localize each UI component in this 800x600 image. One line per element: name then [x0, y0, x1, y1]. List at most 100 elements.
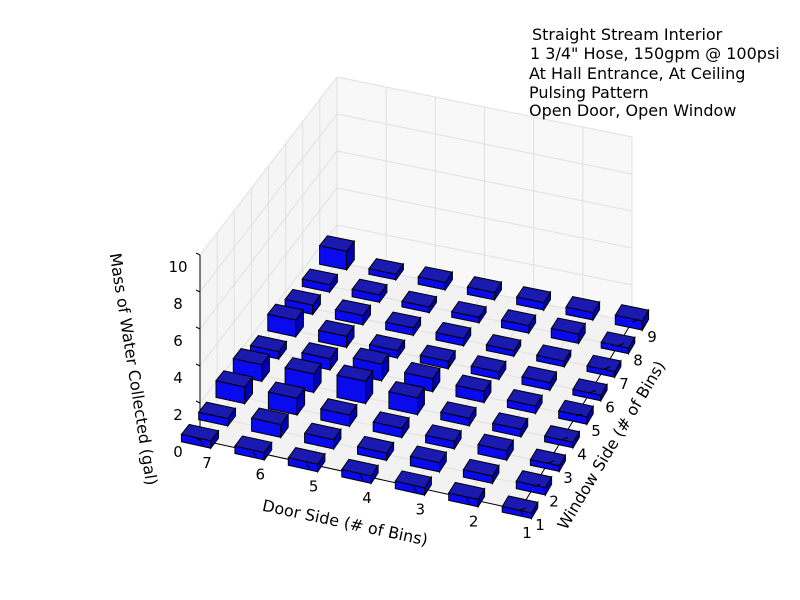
bar	[470, 355, 507, 382]
z-tick-label: 10	[168, 258, 187, 276]
y-tick-label: 2	[549, 493, 559, 511]
bar-top-face	[477, 433, 515, 452]
gridline	[336, 187, 633, 249]
bar-top-face	[303, 422, 342, 441]
bar	[450, 300, 487, 325]
bar	[249, 335, 288, 361]
z-axis-label: Mass of Water Collected (gal)	[106, 252, 162, 487]
bar-top-face	[600, 331, 636, 349]
gridline	[199, 113, 338, 293]
annotation-line-2: 1 3/4" Hose, 150gpm @ 100psi	[530, 44, 780, 63]
bar-top-face	[266, 303, 305, 321]
bar-top-face	[535, 344, 572, 362]
bar	[543, 425, 581, 450]
bar-top-face	[352, 347, 390, 365]
bar-top-face	[485, 334, 522, 352]
gridline	[199, 187, 338, 367]
bar	[491, 412, 529, 439]
y-tick-label: 8	[633, 352, 643, 370]
tick-mark	[195, 326, 201, 330]
bar	[485, 334, 522, 358]
bar-top-face	[401, 290, 438, 308]
bar	[318, 235, 356, 272]
bar	[319, 398, 358, 428]
bar	[521, 365, 558, 392]
bar-top-face	[403, 361, 441, 380]
bar-top-face	[249, 335, 288, 353]
x-tick-label: 7	[202, 454, 212, 472]
tick-mark	[359, 474, 364, 481]
bar-top-face	[409, 445, 448, 464]
annotation-line-4: Pulsing Pattern	[529, 83, 649, 102]
bar	[600, 331, 636, 356]
bar-top-face	[284, 357, 322, 375]
y-tick-label: 6	[605, 399, 615, 417]
tick-mark	[195, 363, 201, 367]
bar-top-face	[368, 258, 405, 275]
tick-mark	[519, 509, 524, 516]
bar	[401, 290, 438, 315]
z-tick-label: 0	[173, 443, 183, 461]
bar-top-face	[572, 378, 608, 396]
y-tick-label: 1	[535, 516, 545, 534]
bar-top-face	[319, 398, 358, 416]
bars	[180, 235, 650, 521]
z-tick-label: 4	[173, 369, 183, 387]
bar-top-face	[197, 401, 237, 420]
bar	[501, 495, 539, 521]
tick-mark	[466, 498, 471, 504]
bar	[197, 401, 237, 428]
bar-top-face	[250, 407, 290, 426]
bar	[340, 458, 379, 486]
bar-top-face	[521, 365, 558, 384]
x-tick-label: 1	[522, 524, 532, 542]
bar	[550, 317, 587, 346]
bar	[419, 344, 457, 371]
tick-mark	[195, 437, 201, 441]
gridline	[199, 150, 338, 330]
tick-mark	[631, 319, 639, 323]
bar-top-face	[284, 288, 322, 306]
gridline	[336, 224, 633, 286]
tick-mark	[533, 484, 541, 487]
tick-mark	[561, 437, 569, 440]
bar	[565, 296, 601, 322]
bar	[586, 354, 622, 380]
tick-mark	[195, 252, 201, 256]
y-tick-label: 5	[591, 422, 601, 440]
bar	[336, 364, 374, 406]
bar	[515, 286, 552, 312]
bar-top-face	[450, 300, 487, 318]
bar-top-face	[435, 321, 472, 339]
tick-mark	[199, 439, 204, 446]
bar-top-face	[336, 364, 374, 382]
bar-top-face	[565, 296, 601, 314]
z-tick-label: 6	[173, 332, 183, 350]
bar-top-face	[447, 481, 486, 500]
tick-mark	[412, 486, 417, 492]
bar-top-face	[287, 447, 326, 465]
bar-top-face	[356, 435, 395, 454]
y-tick-label: 9	[647, 328, 657, 346]
bar-top-face	[317, 319, 355, 337]
bar-top-face	[455, 374, 492, 392]
bar	[477, 433, 515, 462]
z-tick-label: 2	[173, 406, 183, 424]
z-tick-label: 8	[173, 295, 183, 313]
bar-top-face	[419, 344, 457, 362]
bar	[506, 389, 543, 416]
bar-top-face	[351, 278, 388, 296]
annotation-line-1: Straight Stream Interior	[532, 25, 723, 44]
tick-mark	[547, 460, 555, 464]
bar-top-face	[491, 412, 529, 430]
bar	[372, 411, 410, 440]
bar-top-face	[501, 495, 539, 514]
tick-mark	[575, 413, 583, 417]
bar	[303, 422, 342, 451]
bar-top-face	[417, 266, 454, 284]
bar-top-face	[180, 423, 220, 442]
bar-top-face	[394, 470, 433, 489]
bar-top-face	[529, 448, 567, 467]
bar-top-face	[301, 342, 339, 360]
